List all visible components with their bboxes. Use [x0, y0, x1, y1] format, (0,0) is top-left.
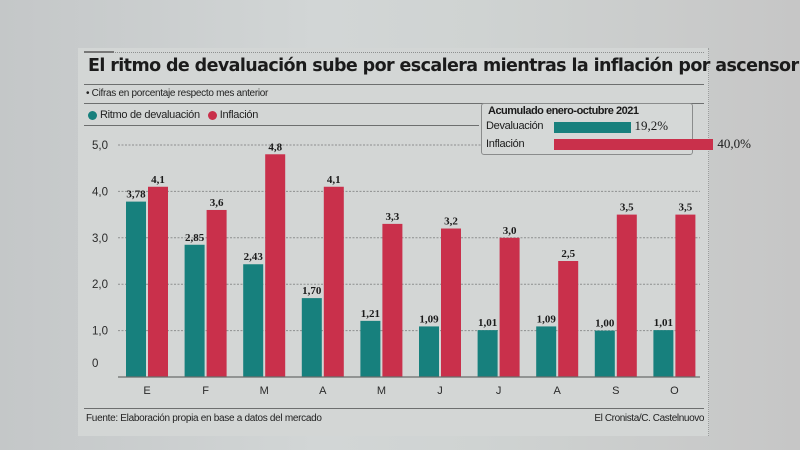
- legend-dot-devaluation: [88, 110, 97, 120]
- y-tick-label: 3,0: [92, 233, 108, 245]
- bar-inflation: [148, 186, 168, 377]
- x-tick-label: J: [496, 385, 502, 397]
- inset-bar-inflation: [554, 139, 714, 150]
- title-divider: [84, 84, 704, 85]
- footer-divider: [84, 408, 704, 409]
- value-label-inflation: 4,1: [151, 174, 165, 186]
- value-label-devaluation: 1,70: [302, 285, 322, 297]
- y-tick-label: 4,0: [92, 186, 108, 198]
- bar-devaluation: [360, 320, 381, 377]
- y-axis-ticks: 0 1,0 2,0 3,0 4,0 5,0: [92, 140, 108, 370]
- legend-item-inflation: Inflación: [207, 109, 259, 121]
- y-tick-label: 5,0: [92, 140, 108, 152]
- bar-inflation: [265, 154, 286, 377]
- x-tick-label: O: [670, 385, 679, 397]
- bar-inflation: [558, 261, 579, 377]
- value-label-devaluation: 1,00: [595, 318, 615, 330]
- x-tick-label: F: [202, 385, 209, 397]
- value-label-inflation: 3,3: [386, 211, 400, 223]
- bar-inflation: [499, 237, 520, 377]
- bar-devaluation: [594, 330, 615, 377]
- inset-label-devaluation: Devaluación: [486, 120, 544, 132]
- y-tick-label: 2,0: [92, 279, 108, 291]
- bar-devaluation: [536, 326, 557, 377]
- bar-inflation: [382, 223, 403, 377]
- value-label-devaluation: 1,01: [654, 317, 673, 329]
- bar-inflation: [323, 186, 344, 377]
- legend: Ritmo de devaluación Inflación: [88, 109, 266, 121]
- legend-divider: [84, 125, 479, 126]
- x-tick-label: E: [143, 385, 150, 397]
- bar-inflation: [616, 214, 637, 377]
- bar-devaluation: [653, 330, 674, 377]
- top-divider: [84, 52, 704, 53]
- value-label-inflation: 3,0: [503, 225, 517, 237]
- credit: El Cronista/C. Castelnuovo: [594, 413, 704, 424]
- y-tick-label: 0: [92, 358, 98, 370]
- bar-devaluation: [126, 201, 146, 377]
- value-label-devaluation: 2,85: [185, 232, 205, 244]
- value-label-inflation: 4,1: [327, 174, 341, 186]
- value-label-inflation: 3,6: [210, 197, 224, 209]
- chart-subtitle: • Cifras en porcentaje respecto mes ante…: [86, 88, 269, 99]
- inset-label-inflation: Inflación: [486, 138, 525, 150]
- bar-devaluation: [419, 326, 439, 377]
- gridlines: [118, 144, 700, 332]
- value-label-inflation: 3,5: [679, 202, 693, 214]
- x-tick-label: S: [612, 385, 619, 397]
- top-divider-accent: [84, 51, 114, 53]
- bar-devaluation: [184, 244, 205, 377]
- value-labels: 3,78 4,1 2,85 3,6 2,43 4,8 1,70 4,1 1,21 3,3 1,09 3…: [126, 141, 692, 329]
- bar-inflation: [441, 228, 461, 377]
- bars: [126, 154, 696, 377]
- bar-devaluation: [243, 264, 264, 377]
- legend-label-inflation: Inflación: [219, 109, 259, 121]
- value-label-inflation: 2,5: [561, 248, 575, 260]
- x-tick-label: M: [260, 385, 269, 397]
- legend-dot-inflation: [207, 110, 217, 120]
- x-tick-label: J: [437, 385, 443, 397]
- value-label-devaluation: 3,78: [126, 189, 146, 201]
- value-label-devaluation: 1,01: [478, 317, 497, 329]
- inset-bar-devaluation: [554, 122, 631, 133]
- chart-title: El ritmo de devaluación sube por escaler…: [88, 56, 799, 76]
- x-tick-label: M: [377, 385, 386, 397]
- value-label-devaluation: 1,09: [537, 313, 557, 325]
- source-note: Fuente: Elaboración propia en base a dat…: [86, 413, 322, 424]
- legend-item-devaluation: Ritmo de devaluación: [88, 109, 200, 121]
- x-tick-label: A: [554, 385, 562, 397]
- value-label-devaluation: 2,43: [244, 251, 264, 263]
- inset-value-inflation: 40,0%: [717, 136, 751, 151]
- value-label-inflation: 3,5: [620, 202, 634, 214]
- value-label-devaluation: 1,21: [361, 308, 380, 320]
- inset-title: Acumulado enero-octubre 2021: [488, 105, 639, 117]
- bar-inflation: [675, 214, 696, 377]
- value-label-devaluation: 1,09: [419, 313, 439, 325]
- subtitle-divider: [84, 103, 704, 104]
- y-tick-label: 1,0: [92, 326, 108, 338]
- value-label-inflation: 3,2: [444, 216, 458, 228]
- inset-value-devaluation: 19,2%: [634, 118, 669, 133]
- bar-devaluation: [301, 298, 322, 377]
- bar-inflation: [206, 209, 227, 377]
- value-label-inflation: 4,8: [268, 141, 282, 153]
- legend-label-devaluation: Ritmo de devaluación: [100, 109, 200, 121]
- cumulative-inset: Acumulado enero-octubre 2021 Devaluación…: [481, 103, 751, 155]
- x-tick-label: A: [319, 385, 327, 397]
- bar-devaluation: [477, 330, 498, 377]
